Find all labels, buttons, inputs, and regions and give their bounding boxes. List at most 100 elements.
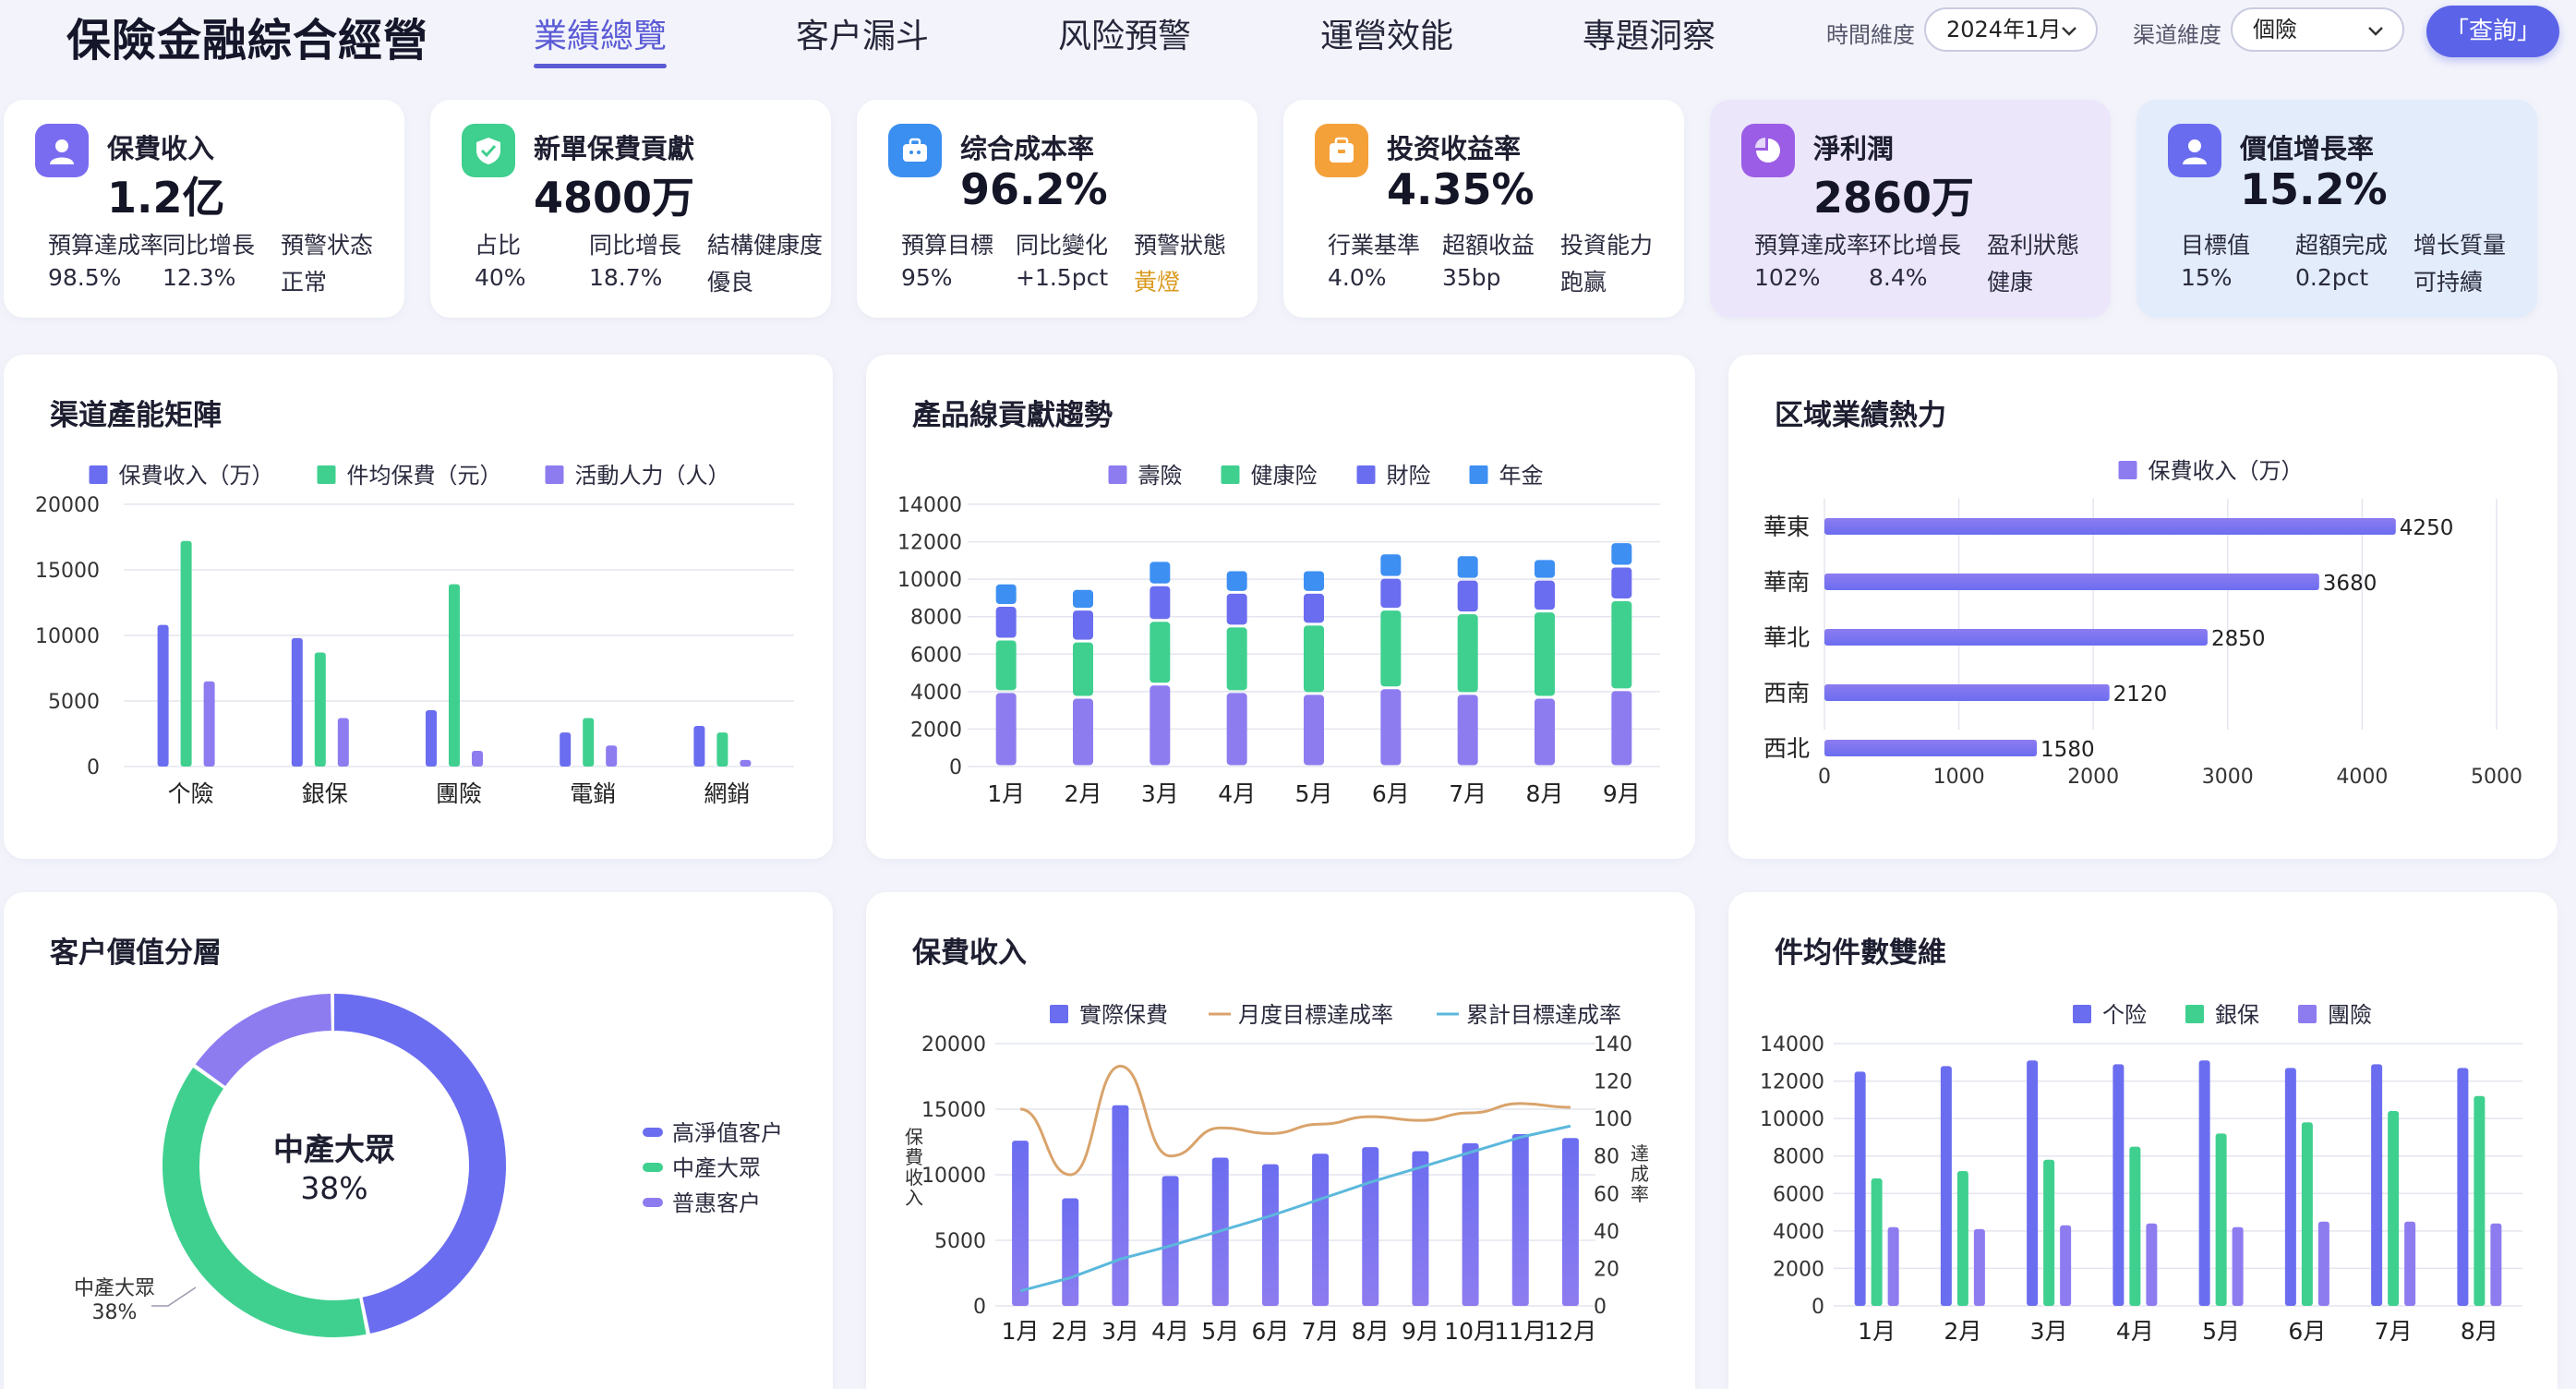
- x-tick-label: 3月: [1101, 1318, 1139, 1345]
- stacked-bar-segment: [1304, 625, 1324, 693]
- active-tab-indicator: [534, 64, 668, 68]
- legend-swatch: [1356, 465, 1376, 484]
- stacked-bar-segment: [1226, 593, 1247, 625]
- bar: [449, 584, 460, 767]
- kpi-sub-value: 黃燈: [1134, 269, 1181, 296]
- bar: [1824, 574, 2319, 590]
- stacked-bar-segment: [1150, 622, 1171, 683]
- kpi-sub-label: 預算達成率: [48, 232, 164, 259]
- y2-axis-title-char: 率: [1631, 1183, 1649, 1205]
- avg-policy-count-panel: 件均件數雙維 个险 銀保 團險 0 2000 4000 6000 8000 10000 12000…: [1728, 892, 2558, 1389]
- kpi-card-4: 投资收益率 4.35% 行業基準 4.0% 超額收益 35bp 投資能力 跑赢: [1283, 100, 1684, 318]
- kpi-sub-label: 預算達成率: [1754, 232, 1871, 259]
- y-axis-title-char: 保: [905, 1126, 923, 1148]
- stacked-bar-segment: [1073, 610, 1093, 640]
- panel-title: 区域業績熱力: [1775, 399, 1946, 432]
- y-tick-label: 0: [1812, 1296, 1824, 1319]
- customer-tier-panel: 客户價值分層 中產大眾 38% 中產大眾 38% 高淨值客户 中產大眾 普惠客户: [4, 892, 833, 1389]
- bar: [693, 725, 705, 767]
- stacked-bar-segment: [1611, 543, 1632, 565]
- y-tick-label: 10000: [1760, 1108, 1824, 1131]
- bar: [1162, 1176, 1179, 1306]
- y-tick-label: 14000: [1760, 1033, 1824, 1057]
- y2-tick-label: 60: [1594, 1183, 1619, 1206]
- y2-tick-label: 0: [1594, 1296, 1607, 1319]
- legend-swatch: [643, 1163, 663, 1172]
- kpi-title: 價值增長率: [2240, 133, 2375, 164]
- tab-performance-overview[interactable]: 業績總覽: [534, 9, 668, 68]
- query-button[interactable]: 「查詢」: [2426, 6, 2559, 57]
- x-tick-label: 6月: [1251, 1318, 1289, 1345]
- kpi-sub-value: 18.7%: [589, 264, 663, 291]
- x-tick-label: 1000: [1933, 766, 1985, 789]
- stacked-bar-segment: [1304, 694, 1324, 766]
- bar: [1012, 1141, 1029, 1306]
- y-tick-label: 14000: [897, 494, 962, 517]
- stacked-bar-segment: [1535, 560, 1555, 578]
- legend-swatch: [1221, 465, 1240, 484]
- y-tick-label: 5000: [48, 691, 100, 714]
- kpi-sub-label: 結構健康度: [707, 232, 824, 259]
- y-tick-label: 8000: [910, 607, 962, 630]
- stacked-bar-segment: [1457, 614, 1478, 693]
- callout-value: 38%: [92, 1301, 138, 1324]
- time-dimension-value: 2024年1月: [1946, 17, 2062, 42]
- tab-customer-funnel[interactable]: 客户漏斗: [796, 18, 930, 55]
- x-tick-label: 2月: [1065, 780, 1102, 807]
- x-tick-label: 3000: [2202, 766, 2254, 789]
- bar: [1887, 1226, 1899, 1306]
- kpi-value: 4.35%: [1387, 164, 1535, 214]
- legend-swatch: [89, 465, 108, 484]
- kpi-sub-value: 12.3%: [163, 264, 236, 291]
- bar: [1824, 629, 2208, 646]
- y-axis-title-char: 收: [905, 1166, 923, 1189]
- bar: [2146, 1223, 2158, 1306]
- x-tick-label: 个險: [168, 780, 214, 807]
- y-tick-label: 20000: [35, 494, 100, 517]
- bar: [2301, 1122, 2313, 1306]
- x-tick-label: 6月: [1372, 780, 1410, 807]
- x-tick-label: 4月: [1218, 780, 1256, 807]
- bar: [2490, 1223, 2502, 1306]
- y-tick-label: 15000: [35, 560, 100, 583]
- legend-label: 件均保費（元）: [347, 463, 502, 489]
- tab-operational-efficiency[interactable]: 運營效能: [1320, 18, 1454, 55]
- kpi-sub-value: 40%: [475, 264, 526, 291]
- bar: [180, 540, 192, 767]
- kpi-title: 新單保費貢獻: [534, 133, 695, 164]
- y-tick-label: 0: [949, 756, 962, 779]
- legend-swatch: [317, 465, 336, 484]
- channel-dimension-select[interactable]: 個險: [2231, 7, 2404, 52]
- bar: [740, 759, 752, 767]
- kpi-card-1: 保費收入 1.2亿 預算達成率 98.5% 同比增長 12.3% 預警状态 正常: [4, 100, 404, 318]
- legend-label: 年金: [1499, 463, 1544, 489]
- tab-risk-warning[interactable]: 风险預警: [1058, 18, 1192, 55]
- wallet-icon: [1315, 124, 1368, 177]
- legend-label: 財险: [1387, 463, 1431, 489]
- stacked-bar-segment: [1611, 567, 1632, 598]
- legend-swatch: [1108, 465, 1127, 484]
- bar: [337, 718, 349, 767]
- kpi-sub-value: 8.4%: [1869, 264, 1928, 291]
- bar: [2388, 1111, 2400, 1306]
- bar: [583, 718, 595, 767]
- bar: [1824, 518, 2396, 535]
- legend-label: 累計目標達成率: [1466, 1002, 1621, 1028]
- x-tick-label: 5000: [2471, 766, 2522, 789]
- x-tick-label: 7月: [2375, 1318, 2413, 1345]
- tab-topic-insights[interactable]: 專題洞察: [1583, 18, 1716, 55]
- y2-tick-label: 40: [1594, 1221, 1619, 1244]
- kpi-sub-value: 95%: [901, 264, 953, 291]
- y-tick-label: 華東: [1763, 513, 1810, 540]
- x-tick-label: 1月: [1002, 1318, 1040, 1345]
- x-tick-label: 電銷: [570, 780, 616, 807]
- stacked-bar-segment: [1150, 586, 1171, 620]
- bar: [2232, 1226, 2244, 1306]
- tab-label: 業績總覽: [534, 18, 668, 55]
- channel-matrix-chart: 保費收入（万） 件均保費（元） 活動人力（人） 0 5000 10000 15000 2000…: [35, 463, 794, 807]
- time-dimension-select[interactable]: 2024年1月: [1924, 7, 2098, 52]
- stacked-bar-segment: [995, 640, 1017, 691]
- y-tick-label: 0: [87, 756, 100, 779]
- x-tick-label: 5月: [1295, 780, 1333, 807]
- center-value: 38%: [300, 1170, 367, 1206]
